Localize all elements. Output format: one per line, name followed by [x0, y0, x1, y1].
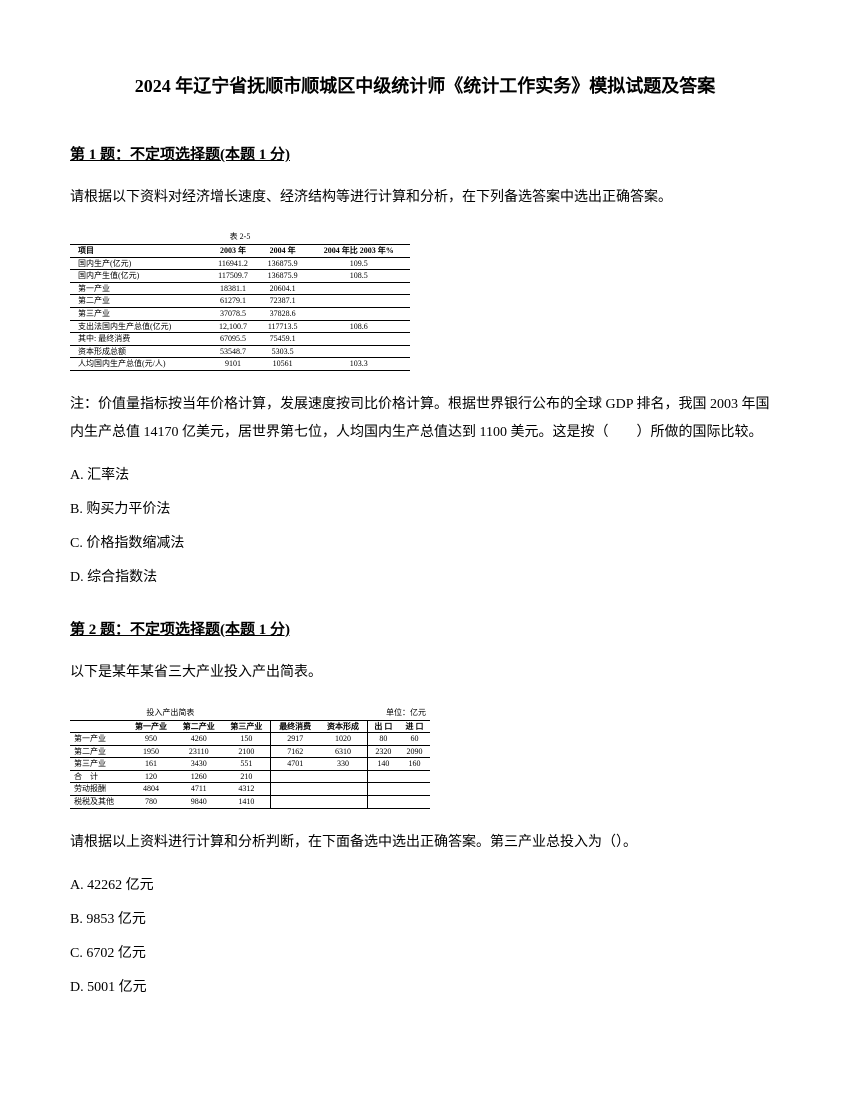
table-row: 国内生产(亿元)116941.2136875.9109.5: [70, 257, 410, 270]
table-row: 第三产业37078.537828.6: [70, 307, 410, 320]
table-row: 人均国内生产总值(元/人)910110561103.3: [70, 358, 410, 371]
table-header-row: 第一产业 第二产业 第三产业 最终消费 资本形成 出 口 进 口: [70, 720, 430, 733]
q1-option-b: B. 购买力平价法: [70, 496, 780, 524]
table-row: 其中: 最终消费67095.575459.1: [70, 333, 410, 346]
q1-table: 表 2-5 项目 2003 年 2004 年 2004 年比 2003 年% 国…: [70, 232, 410, 371]
table-row: 税税及其他78098401410: [70, 796, 430, 809]
table-row: 国内产生值(亿元)117509.7136875.9108.5: [70, 270, 410, 283]
page-title: 2024 年辽宁省抚顺市顺城区中级统计师《统计工作实务》模拟试题及答案: [70, 70, 780, 102]
q1-options: A. 汇率法 B. 购买力平价法 C. 价格指数缩减法 D. 综合指数法: [70, 462, 780, 592]
q1-option-d: D. 综合指数法: [70, 564, 780, 592]
table-row: 合 计1201260210: [70, 770, 430, 783]
q1-option-a: A. 汇率法: [70, 462, 780, 490]
q2-table: 投入产出简表 单位：亿元 第一产业 第二产业 第三产业 最终消费 资本形成 出 …: [70, 707, 430, 809]
q2-question: 请根据以上资料进行计算和分析判断，在下面备选中选出正确答案。第三产业总投入为（）…: [70, 829, 780, 857]
q1-table-caption: 表 2-5: [70, 232, 410, 244]
table-row: 资本形成总额53548.75303.5: [70, 345, 410, 358]
q1-body: 请根据以下资料对经济增长速度、经济结构等进行计算和分析，在下列备选答案中选出正确…: [70, 184, 780, 212]
q1-note: 注：价值量指标按当年价格计算，发展速度按司比价格计算。根据世界银行公布的全球 G…: [70, 391, 780, 447]
q2-body: 以下是某年某省三大产业投入产出简表。: [70, 659, 780, 687]
q1-header: 第 1 题：不定项选择题(本题 1 分): [70, 142, 780, 169]
table-row: 第一产业9504260150291710208060: [70, 733, 430, 746]
table-row: 劳动报酬480447114312: [70, 783, 430, 796]
q2-table-container: 投入产出简表 单位：亿元 第一产业 第二产业 第三产业 最终消费 资本形成 出 …: [70, 707, 780, 809]
q2-option-d: D. 5001 亿元: [70, 974, 780, 1002]
q2-option-b: B. 9853 亿元: [70, 906, 780, 934]
table-row: 支出法国内生产总值(亿元)12,100.7117713.5108.6: [70, 320, 410, 333]
table-header-row: 项目 2003 年 2004 年 2004 年比 2003 年%: [70, 244, 410, 257]
q2-option-a: A. 42262 亿元: [70, 872, 780, 900]
table-row: 第三产业16134305514701330140160: [70, 758, 430, 771]
q2-option-c: C. 6702 亿元: [70, 940, 780, 968]
q1-table-container: 表 2-5 项目 2003 年 2004 年 2004 年比 2003 年% 国…: [70, 232, 780, 371]
q2-header: 第 2 题：不定项选择题(本题 1 分): [70, 617, 780, 644]
q1-option-c: C. 价格指数缩减法: [70, 530, 780, 558]
table-row: 第一产业18381.120604.1: [70, 282, 410, 295]
table-row: 第二产业61279.172387.1: [70, 295, 410, 308]
q2-options: A. 42262 亿元 B. 9853 亿元 C. 6702 亿元 D. 500…: [70, 872, 780, 1002]
table-row: 第二产业19502311021007162631023202090: [70, 745, 430, 758]
